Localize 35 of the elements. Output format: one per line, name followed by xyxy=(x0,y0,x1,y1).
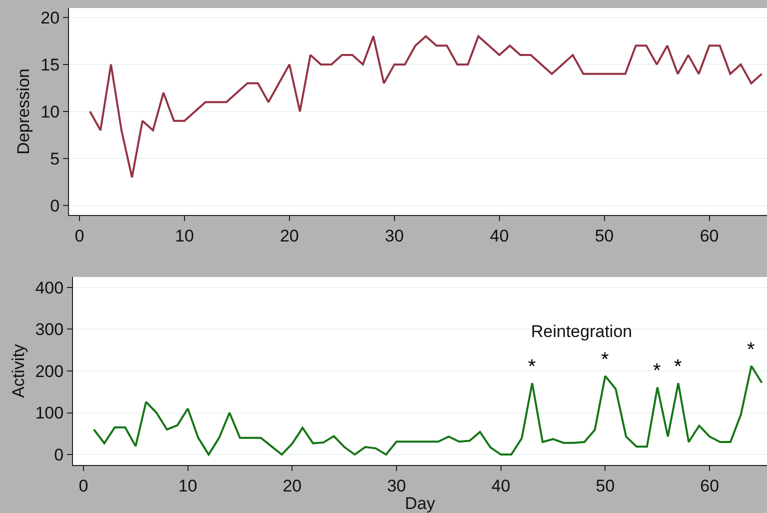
x-tick-label: 20 xyxy=(282,476,302,496)
y-tick-label: 10 xyxy=(40,102,60,122)
x-tick-label: 0 xyxy=(78,476,88,496)
y-tick-label: 5 xyxy=(50,150,60,168)
y-tick-label: 400 xyxy=(35,278,64,298)
y-axis-title: Activity xyxy=(8,344,28,398)
x-tick-label: 60 xyxy=(700,476,720,496)
y-tick-label: 300 xyxy=(35,320,64,340)
line-series xyxy=(92,364,763,456)
annotation: * xyxy=(528,356,536,378)
x-tick-label: 50 xyxy=(596,476,615,496)
x-tick-label: 30 xyxy=(384,226,404,246)
y-tick-label: 0 xyxy=(54,446,64,465)
y-tick-label: 200 xyxy=(35,362,64,381)
y-tick-label: 0 xyxy=(50,196,60,216)
x-tick-label: 10 xyxy=(178,476,198,496)
y-tick-label: 15 xyxy=(40,55,60,74)
x-tick-label: 50 xyxy=(594,226,614,246)
x-axis-title: Day xyxy=(404,494,436,513)
y-tick-label: 20 xyxy=(40,8,60,28)
annotation: * xyxy=(674,356,682,378)
annotation: * xyxy=(601,349,609,371)
y-axis-title: Depression xyxy=(14,68,34,154)
x-tick-label: 20 xyxy=(280,226,299,246)
annotation: * xyxy=(747,339,755,361)
line-series xyxy=(88,35,763,178)
y-tick-label: 100 xyxy=(35,404,64,423)
annotation: Reintegration xyxy=(531,322,632,341)
x-tick-label: 60 xyxy=(700,226,719,246)
x-tick-label: 40 xyxy=(490,226,509,246)
x-tick-label: 30 xyxy=(387,476,406,496)
x-tick-label: 0 xyxy=(74,226,84,246)
x-tick-label: 10 xyxy=(175,226,194,246)
annotation: * xyxy=(653,360,661,382)
x-tick-label: 40 xyxy=(491,476,510,496)
